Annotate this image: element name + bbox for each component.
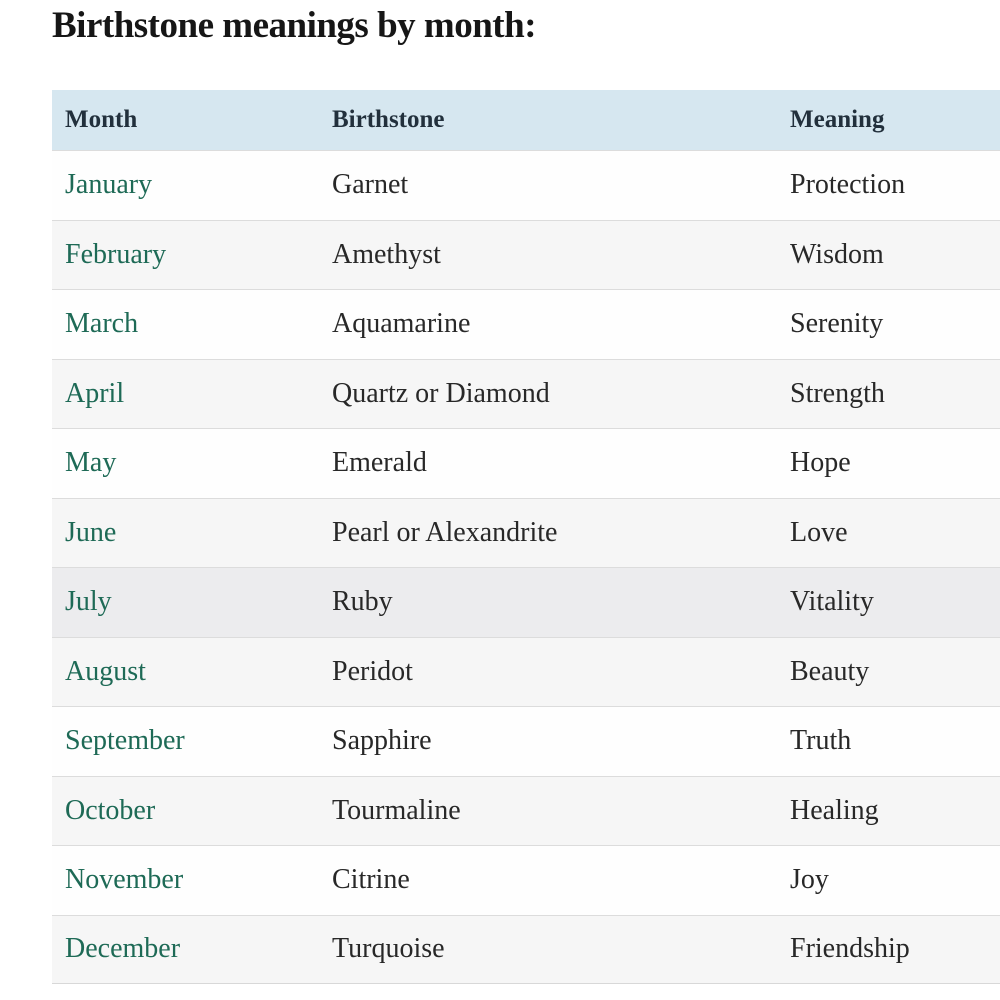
column-header-month: Month xyxy=(65,106,138,133)
birthstone-table: Month Birthstone Meaning January Garnet … xyxy=(52,90,1000,984)
month-link-october[interactable]: October xyxy=(65,794,156,826)
meaning-cell: Love xyxy=(790,516,848,548)
month-link-june[interactable]: June xyxy=(65,516,117,548)
table-row-february: February Amethyst Wisdom xyxy=(52,219,1000,289)
meaning-cell: Protection xyxy=(790,169,906,201)
table-row-october: October Tourmaline Healing xyxy=(52,775,1000,845)
month-cell: January xyxy=(52,169,319,201)
birthstone-cell: Ruby xyxy=(332,586,393,618)
table-row-november: November Citrine Joy xyxy=(52,845,1000,915)
meaning-cell: Serenity xyxy=(790,308,884,340)
birthstone-cell: Peridot xyxy=(332,655,413,687)
birthstone-cell: Pearl or Alexandrite xyxy=(332,516,558,548)
meaning-cell: Healing xyxy=(790,794,879,826)
month-cell: October xyxy=(52,795,319,827)
meaning-cell: Truth xyxy=(790,725,852,757)
meaning-cell: Wisdom xyxy=(790,238,884,270)
month-link-april[interactable]: April xyxy=(65,377,125,409)
birthstone-cell: Amethyst xyxy=(332,238,441,270)
column-header-birthstone: Birthstone xyxy=(332,106,445,133)
month-link-august[interactable]: August xyxy=(65,655,146,687)
table-row-may: May Emerald Hope xyxy=(52,428,1000,498)
month-cell: May xyxy=(52,447,319,479)
birthstone-cell: Aquamarine xyxy=(332,308,471,340)
table-row-december: December Turquoise Friendship xyxy=(52,914,1000,984)
table-row-august: August Peridot Beauty xyxy=(52,636,1000,706)
birthstone-cell: Turquoise xyxy=(332,933,445,965)
meaning-cell: Hope xyxy=(790,447,851,479)
table-row-july: July Ruby Vitality xyxy=(52,567,1000,637)
birthstone-cell: Emerald xyxy=(332,447,427,479)
month-cell: August xyxy=(52,656,319,688)
meaning-cell: Friendship xyxy=(790,933,910,965)
month-cell: March xyxy=(52,308,319,340)
month-link-december[interactable]: December xyxy=(65,933,181,965)
month-link-july[interactable]: July xyxy=(65,586,112,618)
table-row-march: March Aquamarine Serenity xyxy=(52,289,1000,359)
birthstone-cell: Garnet xyxy=(332,169,409,201)
meaning-cell: Beauty xyxy=(790,655,870,687)
month-link-march[interactable]: March xyxy=(65,308,139,340)
month-cell: February xyxy=(52,239,319,271)
birthstone-cell: Tourmaline xyxy=(332,794,461,826)
month-link-february[interactable]: February xyxy=(65,238,167,270)
birthstone-cell: Quartz or Diamond xyxy=(332,377,550,409)
month-link-september[interactable]: September xyxy=(65,725,185,757)
birthstone-cell: Sapphire xyxy=(332,725,432,757)
month-cell: June xyxy=(52,517,319,549)
month-link-may[interactable]: May xyxy=(65,447,117,479)
month-cell: December xyxy=(52,933,319,965)
birthstone-cell: Citrine xyxy=(332,864,410,896)
month-link-january[interactable]: January xyxy=(65,169,153,201)
month-cell: April xyxy=(52,378,319,410)
table-row-june: June Pearl or Alexandrite Love xyxy=(52,497,1000,567)
month-cell: July xyxy=(52,586,319,618)
table-row-september: September Sapphire Truth xyxy=(52,706,1000,776)
meaning-cell: Strength xyxy=(790,377,885,409)
month-link-november[interactable]: November xyxy=(65,864,184,896)
table-row-april: April Quartz or Diamond Strength xyxy=(52,358,1000,428)
month-cell: November xyxy=(52,864,319,896)
meaning-cell: Joy xyxy=(790,864,829,896)
column-header-meaning: Meaning xyxy=(790,106,885,133)
month-cell: September xyxy=(52,725,319,757)
table-header-row: Month Birthstone Meaning xyxy=(52,90,1000,150)
page-title: Birthstone meanings by month: xyxy=(52,5,537,46)
table-row-january: January Garnet Protection xyxy=(52,150,1000,220)
meaning-cell: Vitality xyxy=(790,586,874,618)
